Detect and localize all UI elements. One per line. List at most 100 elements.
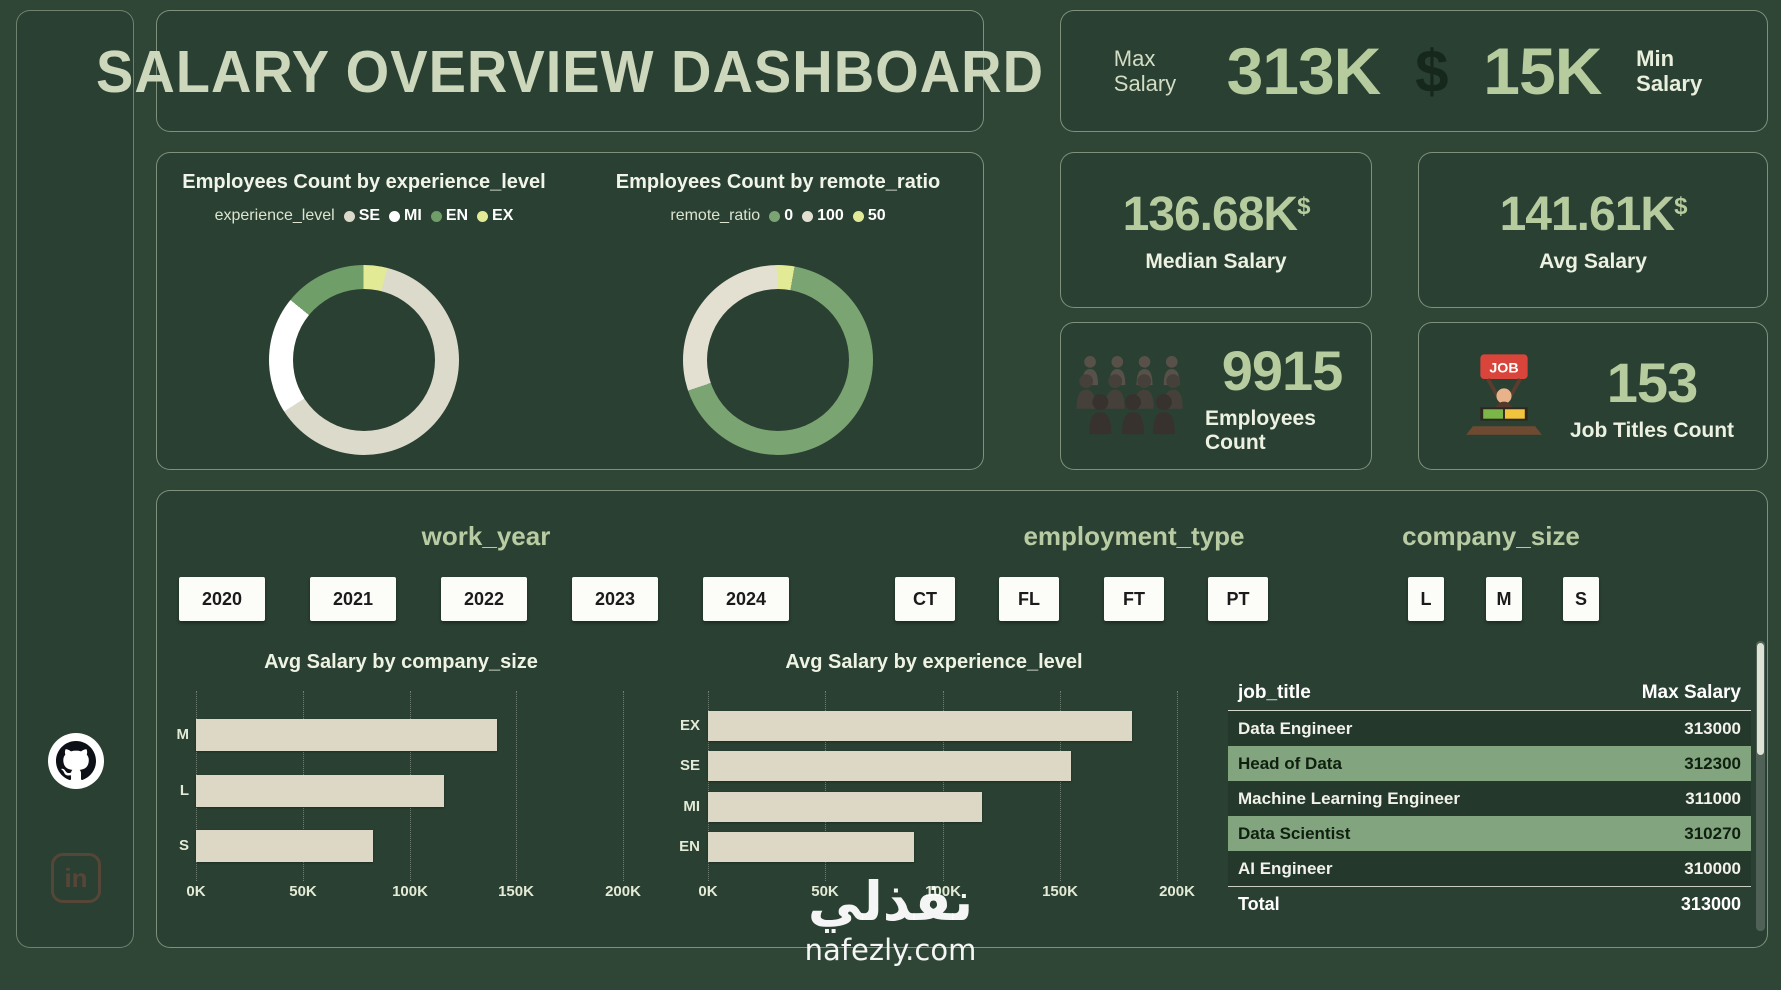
cell-max-salary: 313000 — [1684, 718, 1741, 738]
median-salary-value: 136.68K $ — [1123, 187, 1311, 242]
slicer-employment-pt[interactable]: PT — [1208, 577, 1268, 621]
chart-title: Employees Count by experience_level — [182, 171, 546, 193]
avg-number: 141.61K — [1499, 187, 1675, 241]
median-salary-card: 136.68K $ Median Salary — [1060, 152, 1372, 308]
bar-company-m[interactable] — [196, 719, 498, 751]
linkedin-icon: in — [64, 862, 88, 893]
legend-item[interactable]: 0 — [769, 207, 793, 225]
company-size-slicer-header: company_size — [1402, 521, 1580, 551]
bar-exp-se[interactable] — [708, 751, 1072, 781]
table-row[interactable]: Machine Learning Engineer 311000 — [1228, 781, 1751, 816]
title-card: SALARY OVERVIEW DASHBOARD — [96, 10, 1043, 132]
axis-tick: 150K — [1042, 883, 1078, 900]
people-icon — [1073, 353, 1191, 439]
legend-item[interactable]: MI — [389, 207, 422, 225]
avg-salary-label: Avg Salary — [1539, 249, 1647, 273]
legend-label: 0 — [784, 207, 794, 224]
watermark-url: nafezly.com — [804, 933, 977, 968]
job-sign-icon: JOB — [1452, 350, 1556, 442]
legend-label: EN — [445, 207, 469, 224]
employees-count-card: 9915 Employees Count — [1060, 322, 1372, 470]
legend-dot — [430, 210, 442, 222]
experience-level-chart-title: Avg Salary by experience_level — [785, 651, 1083, 673]
slicer-work-year-2020[interactable]: 2020 — [179, 577, 265, 621]
table-row[interactable]: AI Engineer 310000 — [1228, 851, 1751, 886]
min-salary-value: 15K — [1483, 34, 1602, 108]
cell-job-title: Head of Data — [1238, 753, 1342, 773]
watermark: نفذلي nafezly.com — [804, 872, 977, 968]
max-salary-label: Max Salary — [1113, 45, 1177, 96]
legend-dot — [852, 210, 864, 222]
legend-dot — [343, 210, 355, 222]
job-titles-card: JOB 153 Job Titles Count — [1418, 322, 1768, 470]
slicer-company-l[interactable]: L — [1408, 577, 1444, 621]
cell-job-title: AI Engineer — [1238, 858, 1333, 878]
legend-item[interactable]: SE — [343, 207, 380, 225]
table-scrollbar[interactable] — [1756, 641, 1765, 931]
max-salary-value: 313K — [1226, 34, 1382, 108]
slicer-employment-ct[interactable]: CT — [895, 577, 955, 621]
column-max-salary: Max Salary — [1641, 681, 1741, 703]
bar-exp-ex[interactable] — [708, 711, 1133, 741]
slicer-work-year-2021[interactable]: 2021 — [310, 577, 396, 621]
legend-item[interactable]: 50 — [852, 207, 886, 225]
legend-label: 100 — [817, 207, 844, 224]
bar-exp-mi[interactable] — [708, 792, 983, 822]
table-row[interactable]: Data Engineer 313000 — [1228, 711, 1751, 746]
legend-dot — [477, 210, 489, 222]
axis-tick: 200K — [1159, 883, 1195, 900]
bottom-panel: work_year employment_type company_size 2… — [156, 490, 1768, 948]
legend: remote_ratio 0 100 50 — [571, 207, 985, 225]
cell-max-salary: 311000 — [1685, 788, 1741, 808]
employment-type-slicer-header: employment_type — [1023, 521, 1245, 551]
scrollbar-thumb[interactable] — [1757, 643, 1764, 755]
job-sign-text: JOB — [1489, 360, 1518, 376]
cell-max-salary: 310270 — [1684, 823, 1741, 843]
slicer-company-m[interactable]: M — [1486, 577, 1522, 621]
slicer-work-year-2024[interactable]: 2024 — [703, 577, 789, 621]
job-title-table: job_title Max Salary Data Engineer 31300… — [1228, 675, 1751, 922]
table-total-row: Total 313000 — [1228, 886, 1751, 922]
avg-salary-value: 141.61K $ — [1499, 187, 1688, 242]
slicer-company-s[interactable]: S — [1563, 577, 1599, 621]
legend-field-name: experience_level — [214, 207, 335, 224]
axis-tick: 200K — [605, 883, 641, 900]
table-row[interactable]: Head of Data 312300 — [1228, 746, 1751, 781]
axis-tick: 0K — [186, 883, 206, 900]
legend-item[interactable]: 100 — [802, 207, 844, 225]
axis-tick: 50K — [289, 883, 317, 900]
minmax-salary-card: Max Salary 313K $ 15K Min Salary — [1060, 10, 1768, 132]
axis-category: S — [178, 837, 189, 854]
donut-chart-experience-level[interactable] — [269, 265, 459, 455]
github-icon — [56, 741, 96, 781]
axis-category: MI — [683, 798, 700, 815]
axis-category: SE — [679, 757, 700, 774]
legend-dot — [802, 210, 814, 222]
avg-unit: $ — [1674, 192, 1687, 220]
median-unit: $ — [1297, 192, 1310, 220]
slicer-employment-ft[interactable]: FT — [1104, 577, 1164, 621]
employees-count-value: 9915 — [1221, 338, 1344, 402]
table-header: job_title Max Salary — [1228, 675, 1751, 711]
legend-field-name: remote_ratio — [670, 207, 761, 224]
legend-item[interactable]: EN — [430, 207, 469, 225]
axis-tick: 0K — [698, 883, 718, 900]
bar-company-s[interactable] — [196, 830, 374, 862]
bar-exp-en[interactable] — [708, 832, 915, 862]
table-row[interactable]: Data Scientist 310270 — [1228, 816, 1751, 851]
slicer-work-year-2022[interactable]: 2022 — [441, 577, 527, 621]
donut-chart-remote-ratio[interactable] — [683, 265, 873, 455]
slicer-employment-fl[interactable]: FL — [999, 577, 1059, 621]
work-year-slicer-header: work_year — [421, 521, 551, 551]
axis-tick: 50K — [811, 883, 839, 900]
bar-company-l[interactable] — [196, 775, 444, 807]
chart-title: Employees Count by remote_ratio — [615, 171, 941, 193]
cell-max-salary: 310000 — [1684, 858, 1741, 878]
linkedin-link[interactable]: in — [51, 853, 101, 903]
axis-category: M — [176, 726, 190, 743]
legend-item[interactable]: EX — [477, 207, 513, 225]
slicer-work-year-2023[interactable]: 2023 — [572, 577, 658, 621]
github-link[interactable] — [48, 733, 104, 789]
axis-tick: 150K — [498, 883, 534, 900]
axis-tick: 100K — [925, 883, 961, 900]
